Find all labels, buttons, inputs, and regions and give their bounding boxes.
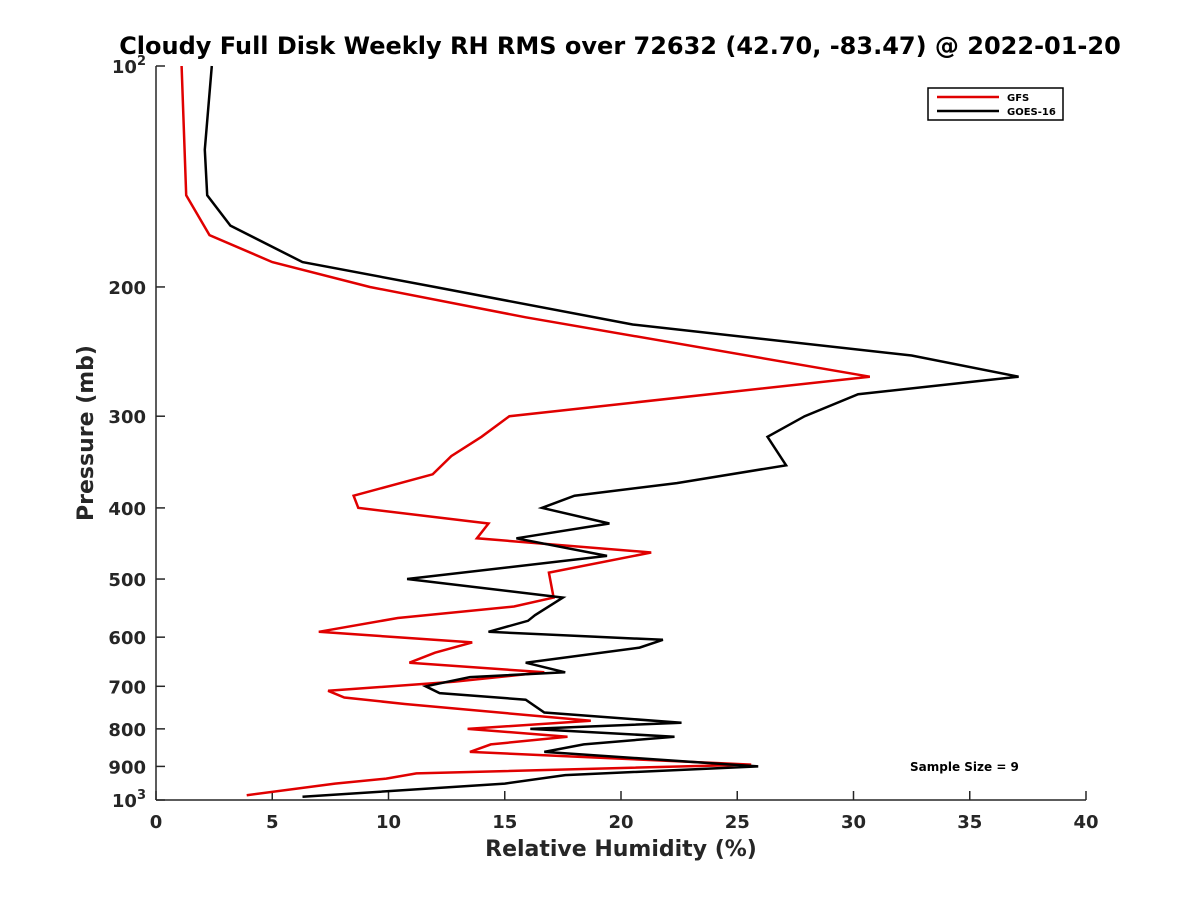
legend: GFS GOES-16: [927, 87, 1064, 121]
legend-label-gfs: GFS: [1007, 93, 1029, 104]
y-tick-label: 400: [108, 499, 146, 520]
y-axis-label: Pressure (mb): [74, 345, 99, 521]
x-tick-label: 35: [957, 812, 982, 833]
y-tick-label: 200: [108, 278, 146, 299]
y-tick-label: 700: [108, 677, 146, 698]
legend-box: [927, 87, 1064, 121]
y-ticks: 102 200 300 400 500 600 700 800 900 103: [108, 54, 165, 812]
x-tick-label: 5: [266, 812, 279, 833]
x-tick-label: 20: [608, 812, 633, 833]
y-tick-label: 900: [108, 757, 146, 778]
series-line-gfs: [180, 65, 871, 797]
y-tick-label: 102: [112, 54, 146, 78]
x-tick-label: 15: [492, 812, 517, 833]
x-axis-label: Relative Humidity (%): [485, 837, 757, 862]
legend-label-goes16: GOES-16: [1007, 107, 1056, 118]
y-tick-label: 600: [108, 628, 146, 649]
x-tick-label: 10: [376, 812, 401, 833]
x-tick-label: 30: [841, 812, 866, 833]
x-tick-label: 0: [150, 812, 163, 833]
plot-background: [156, 66, 1086, 800]
chart-title: Cloudy Full Disk Weekly RH RMS over 7263…: [119, 32, 1121, 60]
series-lines: [180, 65, 1019, 799]
series-line-goes16: [203, 65, 1019, 799]
sample-size-annotation: Sample Size = 9: [910, 760, 1019, 774]
y-tick-label: 300: [108, 407, 146, 428]
y-tick-label: 800: [108, 720, 146, 741]
y-tick-label: 500: [108, 570, 146, 591]
x-tick-label: 40: [1073, 812, 1098, 833]
x-ticks: 0 5 10 15 20 25 30 35 40: [150, 791, 1099, 833]
y-tick-label: 103: [112, 788, 146, 812]
x-tick-label: 25: [725, 812, 750, 833]
plot-area: 0 5 10 15 20 25 30 35 40 102 200 300 400 500 600 700 80…: [108, 54, 1098, 833]
